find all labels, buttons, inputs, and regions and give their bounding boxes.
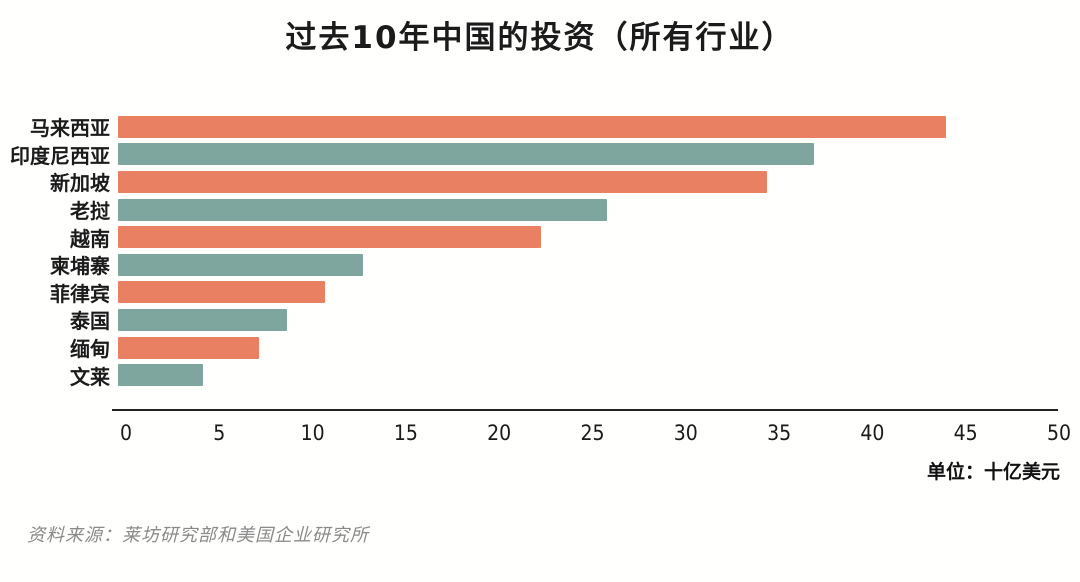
bar-track xyxy=(118,170,1059,193)
unit-label: 单位：十亿美元 xyxy=(926,461,1060,483)
bar-row: 柬埔寨 xyxy=(0,251,1059,279)
category-label: 老挝 xyxy=(70,199,110,224)
bar-track xyxy=(118,226,1059,249)
x-tick-label: 15 xyxy=(393,421,418,445)
x-tick-label: 30 xyxy=(673,421,698,445)
category-label: 文莱 xyxy=(70,364,110,389)
bar-track xyxy=(118,364,1059,387)
category-label: 越南 xyxy=(70,226,110,251)
x-tick-label: 5 xyxy=(213,421,226,445)
bar xyxy=(118,143,815,166)
bar-track xyxy=(118,336,1059,359)
bar-row: 缅甸 xyxy=(0,334,1059,362)
category-label: 泰国 xyxy=(70,309,110,334)
bar-track xyxy=(118,281,1059,304)
x-tick-label: 35 xyxy=(767,421,792,445)
category-label: 柬埔寨 xyxy=(50,254,110,279)
bar-track xyxy=(118,115,1059,138)
category-label: 菲律宾 xyxy=(50,281,110,306)
bar-row: 新加坡 xyxy=(0,168,1059,196)
x-tick-label: 0 xyxy=(119,421,133,445)
bar-row: 印度尼西亚 xyxy=(0,141,1059,169)
category-label: 印度尼西亚 xyxy=(10,143,110,168)
bar-row: 菲律宾 xyxy=(0,279,1059,307)
x-tick-label: 50 xyxy=(1046,421,1072,445)
bar-row: 马来西亚 xyxy=(0,113,1059,141)
bar xyxy=(118,336,260,359)
bar xyxy=(118,308,288,331)
x-tick-label: 10 xyxy=(300,421,325,445)
x-tick-label: 25 xyxy=(580,421,605,445)
x-tick-label: 20 xyxy=(487,421,512,445)
bar-row: 文莱 xyxy=(0,361,1059,389)
category-label: 马来西亚 xyxy=(30,116,110,141)
x-axis-line xyxy=(112,409,1058,411)
chart-title: 过去10年中国的投资（所有行业） xyxy=(285,20,795,56)
bar xyxy=(118,253,363,276)
bar xyxy=(118,170,768,193)
bar-row: 越南 xyxy=(0,223,1059,251)
bar-track xyxy=(118,308,1059,331)
bar-row: 泰国 xyxy=(0,306,1059,334)
source-note: 资料来源：莱坊研究部和美国企业研究所 xyxy=(27,525,369,546)
bar xyxy=(118,198,608,221)
bar-track xyxy=(118,198,1059,221)
x-tick-label: 40 xyxy=(860,421,885,445)
bar-track xyxy=(118,143,1059,166)
bar-row: 老挝 xyxy=(0,196,1059,224)
bar xyxy=(118,281,326,304)
bar-rows: 马来西亚 印度尼西亚新加坡老挝 越南柬埔寨 菲律宾泰国缅甸 文莱 xyxy=(0,113,1059,389)
x-axis-ticks: 0 5 10 15 20 25 30 35 40 45 50 xyxy=(120,421,1071,449)
bar xyxy=(118,226,542,249)
category-label: 缅甸 xyxy=(70,337,110,362)
bar xyxy=(118,364,203,387)
bar xyxy=(118,115,947,138)
x-tick-label: 45 xyxy=(953,421,978,445)
category-label: 新加坡 xyxy=(50,171,110,196)
bar-track xyxy=(118,253,1059,276)
